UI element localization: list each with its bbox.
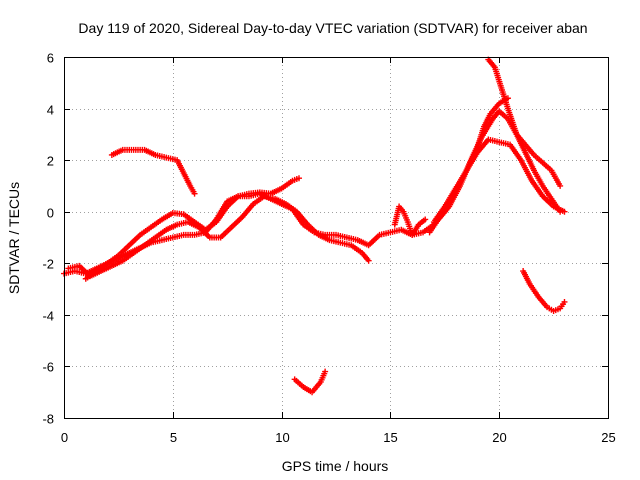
data-point — [296, 175, 303, 182]
data-point — [365, 257, 372, 264]
y-tick-label: -8 — [42, 412, 54, 427]
y-tick-label: 6 — [47, 51, 54, 66]
x-tick-label: 20 — [492, 430, 506, 445]
data-point — [322, 368, 329, 375]
y-tick-label: -2 — [42, 257, 54, 272]
x-tick-label: 5 — [170, 430, 177, 445]
data-point — [422, 216, 429, 223]
grid — [64, 57, 608, 418]
y-tick-label: -6 — [42, 360, 54, 375]
y-tick-label: 0 — [47, 206, 54, 221]
y-tick-label: -4 — [42, 309, 54, 324]
data-point — [557, 208, 564, 215]
axis-ticks: 0 5 10 15 20 25 -8 -6 -4 -2 0 2 4 6 — [42, 51, 615, 446]
x-tick-label: 0 — [61, 430, 68, 445]
x-tick-label: 10 — [275, 430, 289, 445]
data-point — [557, 182, 564, 189]
y-axis-label: SDTVAR / TECUs — [6, 182, 22, 294]
x-tick-label: 25 — [601, 430, 615, 445]
chart-title: Day 119 of 2020, Sidereal Day-to-day VTE… — [78, 20, 587, 36]
data-point — [561, 298, 568, 305]
x-axis-label: GPS time / hours — [282, 458, 389, 474]
data-point — [191, 190, 198, 197]
x-tick-label: 15 — [383, 430, 397, 445]
y-tick-label: 4 — [47, 103, 54, 118]
data-marks — [61, 56, 568, 396]
y-tick-label: 2 — [47, 154, 54, 169]
plot-frame — [64, 57, 609, 419]
